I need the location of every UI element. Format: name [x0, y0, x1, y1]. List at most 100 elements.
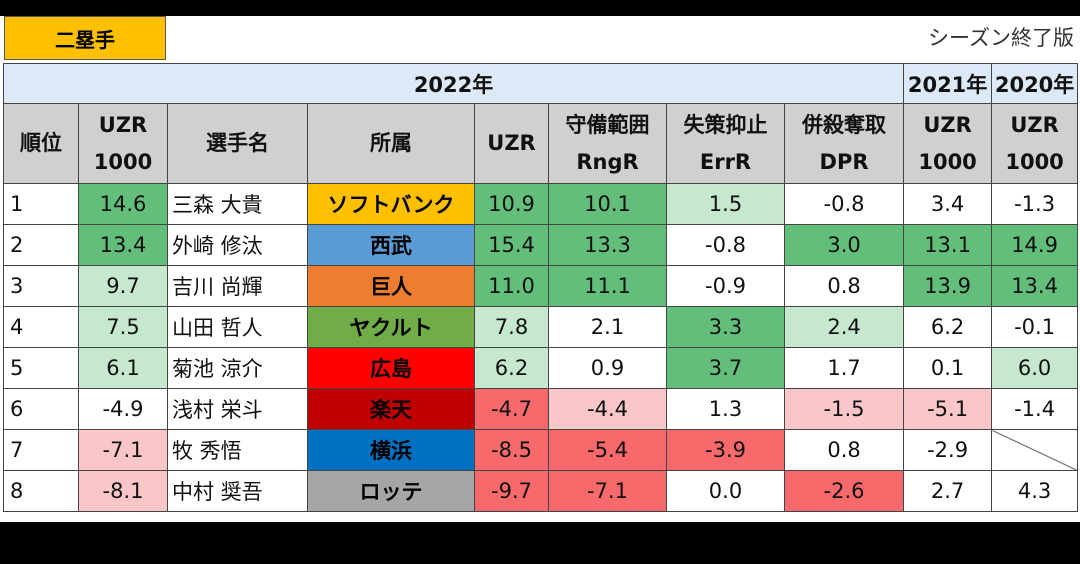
- player-name-cell: 中村 奨吾: [167, 470, 308, 512]
- table-row: 6 -4.9 浅村 栄斗 楽天 -4.7 -4.4 1.3 -1.5 -5.1 …: [3, 388, 1079, 430]
- uzr1000-2021-cell: 13.1: [903, 224, 993, 266]
- uzr-cell: -8.5: [474, 429, 549, 471]
- uzr1000-cell: 13.4: [78, 224, 168, 266]
- uzr1000-cell: 14.6: [78, 183, 168, 225]
- team-header: 所属: [307, 103, 475, 184]
- rngr-cell: 0.9: [548, 347, 667, 389]
- rank-cell: 2: [3, 224, 79, 266]
- uzr1000-header-line2: 1000: [93, 149, 153, 174]
- player-name-cell: 菊池 涼介: [167, 347, 308, 389]
- dpr-header-line2: DPR: [819, 149, 869, 174]
- team-cell: ヤクルト: [307, 306, 475, 348]
- uzr1000-header-line1: UZR: [98, 112, 148, 137]
- uzr-cell: 10.9: [474, 183, 549, 225]
- errr-cell: -3.9: [666, 429, 785, 471]
- uzr1000-2020-cell: 4.3: [991, 470, 1079, 512]
- rngr-cell: 13.3: [548, 224, 667, 266]
- team-cell: ソフトバンク: [307, 183, 475, 225]
- errr-header-line1: 失策抑止: [683, 112, 768, 137]
- dpr-cell: -2.6: [783, 470, 905, 512]
- uzr1000-2020-cell: -0.1: [991, 306, 1079, 348]
- dpr-cell: -1.5: [783, 388, 905, 430]
- player-name-cell: 山田 哲人: [167, 306, 308, 348]
- year-2021-header: 2021年: [903, 63, 993, 104]
- rngr-header: 守備範囲 RngR: [548, 103, 667, 184]
- uzr-table: 2022年 2021年 2020年 順位 UZR 1000 選手名 所属 UZR…: [2, 63, 1079, 512]
- team-cell: 巨人: [307, 265, 475, 307]
- errr-header: 失策抑止 ErrR: [666, 103, 785, 184]
- errr-cell: 1.5: [666, 183, 785, 225]
- year-2022-header: 2022年: [2, 63, 905, 104]
- player-name-cell: 三森 大貴: [167, 183, 308, 225]
- table-row: 8 -8.1 中村 奨吾 ロッテ -9.7 -7.1 0.0 -2.6 2.7 …: [3, 470, 1079, 512]
- team-cell: 楽天: [307, 388, 475, 430]
- rngr-cell: 2.1: [548, 306, 667, 348]
- uzr1000-2020-cell: -1.4: [991, 388, 1079, 430]
- uzr1000-2020-header: UZR 1000: [991, 103, 1079, 184]
- dpr-cell: -0.8: [783, 183, 905, 225]
- errr-cell: -0.9: [666, 265, 785, 307]
- table-row: 4 7.5 山田 哲人 ヤクルト 7.8 2.1 3.3 2.4 6.2 -0.…: [3, 306, 1079, 348]
- rngr-cell: 10.1: [548, 183, 667, 225]
- rank-header: 順位: [3, 103, 79, 184]
- dpr-header: 併殺奪取 DPR: [783, 103, 905, 184]
- rank-cell: 7: [3, 429, 79, 471]
- player-name-cell: 外崎 修汰: [167, 224, 308, 266]
- uzr1000-cell: -4.9: [78, 388, 168, 430]
- errr-cell: -0.8: [666, 224, 785, 266]
- table-row: 7 -7.1 牧 秀悟 横浜 -8.5 -5.4 -3.9 0.8 -2.9: [3, 429, 1079, 471]
- no-data-cell: [991, 429, 1079, 471]
- uzr1000-cell: 7.5: [78, 306, 168, 348]
- player-name-cell: 吉川 尚輝: [167, 265, 308, 307]
- uzr1000-cell: 9.7: [78, 265, 168, 307]
- team-cell: ロッテ: [307, 470, 475, 512]
- rngr-cell: 11.1: [548, 265, 667, 307]
- rngr-header-line1: 守備範囲: [565, 112, 650, 137]
- uzr-cell: 11.0: [474, 265, 549, 307]
- table-row: 1 14.6 三森 大貴 ソフトバンク 10.9 10.1 1.5 -0.8 3…: [3, 183, 1079, 225]
- rngr-cell: -5.4: [548, 429, 667, 471]
- errr-header-line2: ErrR: [699, 149, 752, 174]
- uzr1000-2021-header-line1: UZR: [923, 112, 972, 137]
- team-cell: 広島: [307, 347, 475, 389]
- errr-cell: 0.0: [666, 470, 785, 512]
- dpr-cell: 2.4: [783, 306, 905, 348]
- uzr-cell: 6.2: [474, 347, 549, 389]
- uzr1000-2020-header-line1: UZR: [1010, 112, 1059, 137]
- uzr1000-2020-cell: 14.9: [991, 224, 1079, 266]
- uzr1000-header: UZR 1000: [78, 103, 168, 184]
- uzr1000-2021-cell: 0.1: [903, 347, 993, 389]
- table-row: 2 13.4 外崎 修汰 西武 15.4 13.3 -0.8 3.0 13.1 …: [3, 224, 1079, 266]
- rngr-cell: -7.1: [548, 470, 667, 512]
- table-row: 5 6.1 菊池 涼介 広島 6.2 0.9 3.7 1.7 0.1 6.0: [3, 347, 1079, 389]
- year-2020-header: 2020年: [991, 63, 1079, 104]
- rngr-header-line2: RngR: [576, 149, 639, 174]
- uzr1000-2020-header-line2: 1000: [1005, 149, 1064, 174]
- player-name-header: 選手名: [167, 103, 308, 184]
- uzr1000-cell: -8.1: [78, 470, 168, 512]
- uzr1000-2021-header: UZR 1000: [903, 103, 993, 184]
- uzr1000-2021-cell: 6.2: [903, 306, 993, 348]
- errr-cell: 3.3: [666, 306, 785, 348]
- uzr-cell: 7.8: [474, 306, 549, 348]
- uzr1000-2021-cell: 13.9: [903, 265, 993, 307]
- dpr-cell: 0.8: [783, 429, 905, 471]
- rngr-cell: -4.4: [548, 388, 667, 430]
- table-row: 3 9.7 吉川 尚輝 巨人 11.0 11.1 -0.9 0.8 13.9 1…: [3, 265, 1079, 307]
- rank-cell: 3: [3, 265, 79, 307]
- dpr-cell: 1.7: [783, 347, 905, 389]
- dpr-cell: 3.0: [783, 224, 905, 266]
- uzr1000-2021-cell: 3.4: [903, 183, 993, 225]
- uzr1000-cell: -7.1: [78, 429, 168, 471]
- stats-sheet: 二塁手 シーズン終了版 2022年 2021年 2020年 順位 UZR: [0, 16, 1080, 522]
- uzr1000-2021-cell: -2.9: [903, 429, 993, 471]
- team-cell: 横浜: [307, 429, 475, 471]
- uzr-cell: -9.7: [474, 470, 549, 512]
- errr-cell: 1.3: [666, 388, 785, 430]
- uzr1000-2021-cell: 2.7: [903, 470, 993, 512]
- uzr-header: UZR: [474, 103, 549, 184]
- errr-cell: 3.7: [666, 347, 785, 389]
- rank-cell: 8: [3, 470, 79, 512]
- player-name-cell: 牧 秀悟: [167, 429, 308, 471]
- uzr1000-2021-cell: -5.1: [903, 388, 993, 430]
